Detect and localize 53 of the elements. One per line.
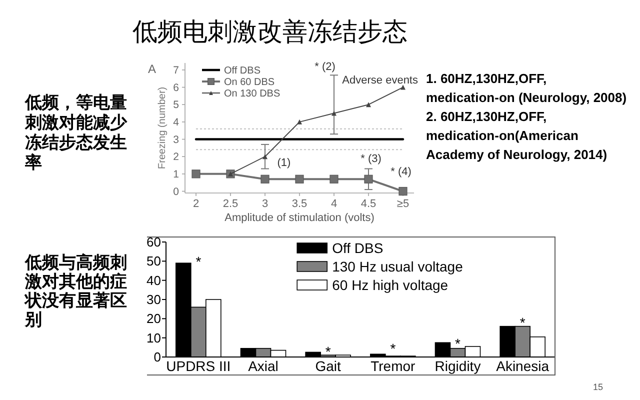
y-tick-label: 10 (146, 330, 161, 346)
chart-title: 低频电刺激改善冻结步态 (132, 18, 408, 46)
text: 15 (592, 382, 604, 392)
text: 低频，等电量刺激对能减少冻结步态发生率 (24, 93, 128, 172)
text: A (148, 62, 156, 76)
y-tick-label: 50 (146, 254, 161, 269)
x-tick-label: 2 (192, 198, 200, 210)
annotation: * (196, 254, 202, 270)
annotation: * (2) (314, 61, 336, 73)
y-tick-label: 3 (173, 134, 180, 146)
x-tick-label: UPDRS III (166, 358, 231, 374)
annotation: * (455, 336, 462, 352)
legend-label: 130 Hz usual voltage (332, 258, 464, 274)
y-axis-title: Freezing (number) (157, 86, 168, 170)
y-tick-label: 1 (173, 168, 180, 181)
y-tick-label: 0 (173, 186, 180, 198)
annotation: Adverse events (342, 74, 418, 86)
x-axis-title: Amplitude of stimulation (volts) (224, 212, 374, 224)
legend-label: On 60 DBS (224, 77, 275, 88)
x-tick-label: 4.5 (360, 198, 376, 210)
annotation: (1) (277, 157, 291, 169)
text: 2. 60HZ,130HZ,OFF, medication-on(American Academy of Neurology, 2014) (426, 109, 608, 162)
x-tick-label: Tremor (370, 358, 416, 374)
x-tick-label: Gait (315, 358, 342, 374)
y-tick-label: 30 (146, 292, 161, 307)
annotation: * (325, 344, 332, 360)
annotation: * (4) (390, 166, 412, 178)
x-tick-label: Akinesia (496, 358, 550, 374)
y-tick-label: 0 (154, 350, 161, 364)
x-tick-label: 3.5 (292, 198, 308, 210)
x-tick-label: 4 (330, 198, 338, 210)
legend-label: 60 Hz high voltage (332, 277, 448, 293)
y-tick-label: 5 (173, 99, 180, 112)
y-tick-label: 2 (173, 151, 180, 164)
x-tick-label: Axial (248, 358, 278, 374)
y-tick-label: 60 (146, 234, 161, 250)
annotation: * (3) (360, 153, 382, 165)
x-tick-label: 2.5 (222, 198, 238, 210)
annotation: * (520, 314, 526, 331)
annotation: * (390, 340, 396, 357)
x-tick-label: 3 (262, 198, 268, 210)
legend-label: Off DBS (332, 240, 384, 256)
x-tick-label: ≥5 (396, 198, 410, 210)
y-tick-label: 7 (173, 64, 180, 77)
text: 低频与高频刺激对其他的症状没有显著区别 (24, 253, 127, 329)
y-tick-label: 4 (173, 116, 180, 129)
text: 1. 60HZ,130HZ,OFF, medication-on (Neurology, 2008) (426, 71, 627, 105)
x-tick-label: Rigidity (434, 358, 481, 374)
legend-label: Off DBS (224, 66, 261, 76)
legend-label: On 130 DBS (224, 88, 280, 100)
y-tick-label: 40 (146, 272, 161, 288)
y-tick-label: 20 (146, 311, 161, 326)
y-tick-label: 6 (173, 82, 180, 94)
